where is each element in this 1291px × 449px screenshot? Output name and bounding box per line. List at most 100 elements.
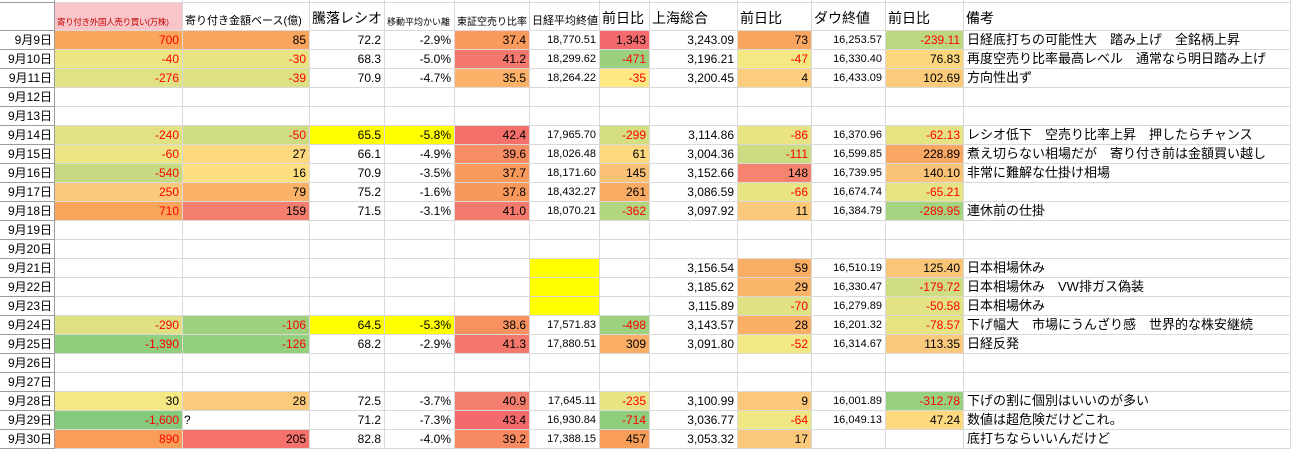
cell-nikkei_close[interactable]: 18,432.27 — [530, 183, 600, 202]
cell-foreign_shares[interactable]: 30 — [55, 392, 183, 411]
cell-foreign_shares[interactable]: 700 — [55, 31, 183, 50]
cell-nikkei_chg[interactable]: -714 — [600, 411, 650, 430]
cell-dow_chg[interactable]: -289.95 — [886, 202, 964, 221]
cell-remark[interactable]: 再度空売り比率最高レベル 通常なら明日踏み上げ — [964, 50, 1291, 69]
cell-updown_ratio[interactable]: 66.1 — [310, 145, 385, 164]
cell-amount_base[interactable] — [183, 88, 310, 107]
cell-date[interactable]: 9月27日 — [0, 373, 55, 392]
cell-short_ratio[interactable]: 37.4 — [455, 31, 530, 50]
cell-nikkei_chg[interactable] — [600, 221, 650, 240]
cell-amount_base[interactable]: ? — [183, 411, 310, 430]
cell-short_ratio[interactable]: 43.4 — [455, 411, 530, 430]
cell-shanghai_close[interactable]: 3,086.59 — [650, 183, 738, 202]
cell-shanghai_chg[interactable] — [738, 240, 812, 259]
cell-dow_chg[interactable] — [886, 430, 964, 449]
cell-nikkei_close[interactable] — [530, 88, 600, 107]
cell-dow_chg[interactable]: -179.72 — [886, 278, 964, 297]
cell-dow_close[interactable] — [812, 354, 886, 373]
cell-dow_chg[interactable] — [886, 88, 964, 107]
cell-shanghai_close[interactable]: 3,196.21 — [650, 50, 738, 69]
cell-date[interactable]: 9月12日 — [0, 88, 55, 107]
cell-short_ratio[interactable] — [455, 259, 530, 278]
cell-remark[interactable] — [964, 354, 1291, 373]
cell-nikkei_chg[interactable]: -299 — [600, 126, 650, 145]
cell-amount_base[interactable]: 85 — [183, 31, 310, 50]
cell-nikkei_close[interactable]: 18,171.60 — [530, 164, 600, 183]
cell-ma_deviation[interactable]: -5.3% — [385, 316, 455, 335]
cell-short_ratio[interactable]: 42.4 — [455, 126, 530, 145]
cell-foreign_shares[interactable]: -60 — [55, 145, 183, 164]
cell-foreign_shares[interactable]: 250 — [55, 183, 183, 202]
cell-updown_ratio[interactable]: 82.8 — [310, 430, 385, 449]
cell-ma_deviation[interactable]: -3.1% — [385, 202, 455, 221]
cell-dow_chg[interactable]: 76.83 — [886, 50, 964, 69]
header-remark[interactable]: 備考 — [964, 3, 1291, 31]
cell-updown_ratio[interactable]: 68.2 — [310, 335, 385, 354]
cell-nikkei_chg[interactable]: 457 — [600, 430, 650, 449]
cell-nikkei_chg[interactable] — [600, 88, 650, 107]
cell-amount_base[interactable]: 205 — [183, 430, 310, 449]
cell-foreign_shares[interactable]: -290 — [55, 316, 183, 335]
cell-ma_deviation[interactable]: -4.0% — [385, 430, 455, 449]
cell-date[interactable]: 9月25日 — [0, 335, 55, 354]
cell-amount_base[interactable] — [183, 259, 310, 278]
cell-date[interactable]: 9月26日 — [0, 354, 55, 373]
cell-short_ratio[interactable]: 38.6 — [455, 316, 530, 335]
cell-updown_ratio[interactable]: 65.5 — [310, 126, 385, 145]
cell-foreign_shares[interactable]: -276 — [55, 69, 183, 88]
cell-ma_deviation[interactable]: -3.5% — [385, 164, 455, 183]
cell-short_ratio[interactable]: 41.2 — [455, 50, 530, 69]
cell-amount_base[interactable]: 27 — [183, 145, 310, 164]
cell-updown_ratio[interactable] — [310, 240, 385, 259]
cell-foreign_shares[interactable] — [55, 107, 183, 126]
cell-updown_ratio[interactable]: 68.3 — [310, 50, 385, 69]
cell-foreign_shares[interactable]: 890 — [55, 430, 183, 449]
cell-nikkei_chg[interactable]: 145 — [600, 164, 650, 183]
cell-date[interactable]: 9月24日 — [0, 316, 55, 335]
cell-short_ratio[interactable]: 39.6 — [455, 145, 530, 164]
cell-shanghai_close[interactable]: 3,115.89 — [650, 297, 738, 316]
cell-shanghai_close[interactable] — [650, 240, 738, 259]
cell-shanghai_close[interactable]: 3,097.92 — [650, 202, 738, 221]
cell-dow_close[interactable] — [812, 373, 886, 392]
cell-nikkei_chg[interactable] — [600, 373, 650, 392]
cell-foreign_shares[interactable] — [55, 373, 183, 392]
cell-remark[interactable] — [964, 240, 1291, 259]
cell-date[interactable]: 9月28日 — [0, 392, 55, 411]
cell-shanghai_chg[interactable]: -111 — [738, 145, 812, 164]
cell-shanghai_chg[interactable]: -70 — [738, 297, 812, 316]
header-short-ratio[interactable]: 東証空売り比率 — [455, 3, 530, 31]
cell-remark[interactable]: レシオ低下 空売り比率上昇 押したらチャンス — [964, 126, 1291, 145]
cell-dow_close[interactable] — [812, 221, 886, 240]
cell-ma_deviation[interactable] — [385, 88, 455, 107]
header-amount-base[interactable]: 寄り付き金額ベース(億) — [183, 3, 310, 31]
cell-short_ratio[interactable] — [455, 373, 530, 392]
header-nikkei-chg[interactable]: 前日比 — [600, 3, 650, 31]
cell-shanghai_chg[interactable]: -66 — [738, 183, 812, 202]
cell-ma_deviation[interactable]: -1.6% — [385, 183, 455, 202]
cell-dow_chg[interactable]: -65.21 — [886, 183, 964, 202]
cell-amount_base[interactable] — [183, 107, 310, 126]
header-foreign-shares[interactable]: 寄り付き外国人売り買い(万株) — [55, 3, 183, 31]
cell-remark[interactable]: 日経底打ちの可能性大 踏み上げ 全銘柄上昇 — [964, 31, 1291, 50]
cell-nikkei_close[interactable]: 18,026.48 — [530, 145, 600, 164]
cell-foreign_shares[interactable]: -1,600 — [55, 411, 183, 430]
cell-remark[interactable]: 煮え切らない相場だが 寄り付き前は金額買い越し — [964, 145, 1291, 164]
cell-nikkei_chg[interactable]: 61 — [600, 145, 650, 164]
cell-shanghai_chg[interactable]: 9 — [738, 392, 812, 411]
cell-ma_deviation[interactable]: -2.9% — [385, 335, 455, 354]
cell-remark[interactable]: 日本相場休み — [964, 297, 1291, 316]
cell-ma_deviation[interactable]: -4.9% — [385, 145, 455, 164]
cell-shanghai_close[interactable]: 3,243.09 — [650, 31, 738, 50]
cell-shanghai_close[interactable]: 3,091.80 — [650, 335, 738, 354]
cell-nikkei_chg[interactable]: 309 — [600, 335, 650, 354]
cell-short_ratio[interactable]: 37.8 — [455, 183, 530, 202]
cell-ma_deviation[interactable]: -5.0% — [385, 50, 455, 69]
cell-amount_base[interactable]: -106 — [183, 316, 310, 335]
cell-shanghai_chg[interactable]: 148 — [738, 164, 812, 183]
cell-ma_deviation[interactable] — [385, 259, 455, 278]
cell-shanghai_chg[interactable]: -86 — [738, 126, 812, 145]
cell-shanghai_chg[interactable]: 11 — [738, 202, 812, 221]
cell-foreign_shares[interactable]: -240 — [55, 126, 183, 145]
cell-remark[interactable]: 非常に難解な仕掛け相場 — [964, 164, 1291, 183]
